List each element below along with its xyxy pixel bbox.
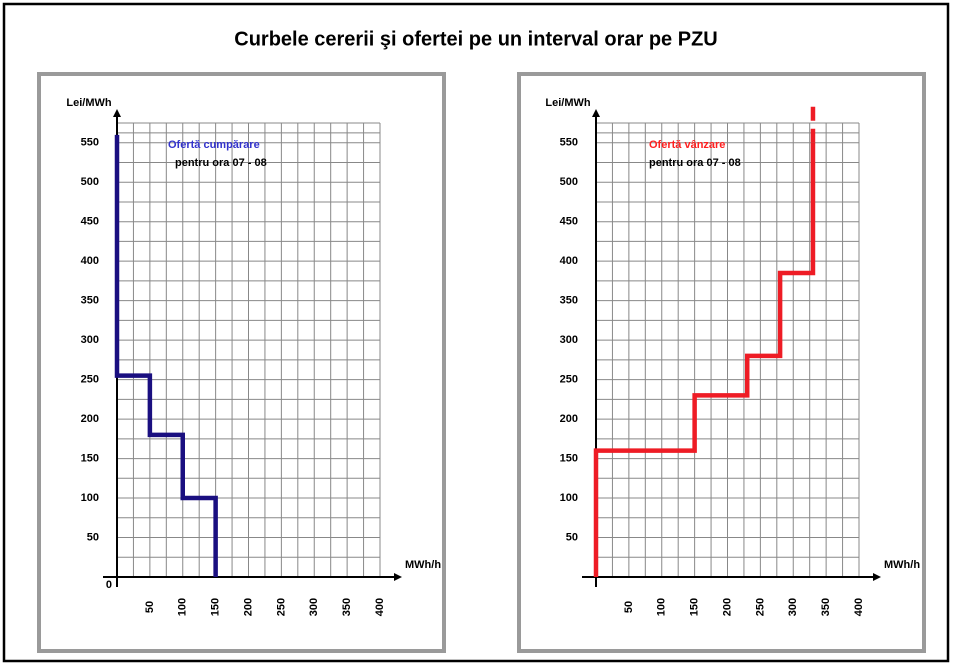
y-tick-label: 350 <box>560 295 578 307</box>
x-tick-label: 150 <box>689 598 701 616</box>
y-tick-label: 300 <box>81 334 99 346</box>
y-tick-label: 400 <box>81 255 99 267</box>
x-tick-label: 350 <box>341 598 353 616</box>
x-tick-label: 50 <box>144 601 156 613</box>
x-axis-arrow <box>394 573 402 581</box>
annotation: Ofertă vânzare <box>649 139 725 151</box>
page-title: Curbele cererii şi ofertei pe un interva… <box>234 28 718 50</box>
y-tick-label: 300 <box>560 334 578 346</box>
y-axis-arrow <box>113 109 121 117</box>
step-line <box>114 134 218 577</box>
step-line <box>593 142 816 577</box>
y-tick-label: 100 <box>560 492 578 504</box>
x-axis-label: MWh/h <box>405 559 441 571</box>
x-tick-label: 300 <box>308 598 320 616</box>
x-tick-label: 400 <box>374 598 386 616</box>
x-tick-label: 400 <box>853 598 865 616</box>
y-tick-label: 100 <box>81 492 99 504</box>
y-tick-label: 500 <box>560 176 578 188</box>
annotation: pentru ora 07 - 08 <box>649 157 741 169</box>
y-tick-label: 200 <box>560 413 578 425</box>
y-tick-label: 0 <box>106 579 112 591</box>
x-tick-label: 250 <box>275 598 287 616</box>
x-tick-label: 300 <box>787 598 799 616</box>
y-tick-label: 400 <box>560 255 578 267</box>
x-tick-label: 350 <box>820 598 832 616</box>
y-tick-label: 200 <box>81 413 99 425</box>
x-tick-label: 50 <box>623 601 635 613</box>
y-tick-label: 350 <box>81 295 99 307</box>
x-tick-label: 200 <box>242 598 254 616</box>
x-tick-label: 100 <box>656 598 668 616</box>
y-tick-label: 50 <box>566 531 578 543</box>
y-axis-label: Lei/MWh <box>545 97 590 109</box>
annotation: pentru ora 07 - 08 <box>175 157 267 169</box>
y-tick-label: 250 <box>560 374 578 386</box>
annotation: Ofertă cumpărare <box>168 139 260 151</box>
y-tick-label: 500 <box>81 176 99 188</box>
panel <box>517 72 926 653</box>
panel <box>37 72 446 653</box>
x-tick-label: 250 <box>754 598 766 616</box>
y-axis-arrow <box>592 109 600 117</box>
y-tick-label: 550 <box>560 137 578 149</box>
x-tick-label: 100 <box>177 598 189 616</box>
y-tick-label: 150 <box>81 452 99 464</box>
y-tick-label: 250 <box>81 374 99 386</box>
x-axis-label: MWh/h <box>884 559 920 571</box>
y-axis-label: Lei/MWh <box>66 97 111 109</box>
y-tick-label: 150 <box>560 452 578 464</box>
x-axis-arrow <box>873 573 881 581</box>
x-tick-label: 200 <box>721 598 733 616</box>
y-tick-label: 450 <box>560 216 578 228</box>
y-tick-label: 50 <box>87 531 99 543</box>
y-tick-label: 550 <box>81 137 99 149</box>
y-tick-label: 450 <box>81 216 99 228</box>
x-tick-label: 150 <box>210 598 222 616</box>
